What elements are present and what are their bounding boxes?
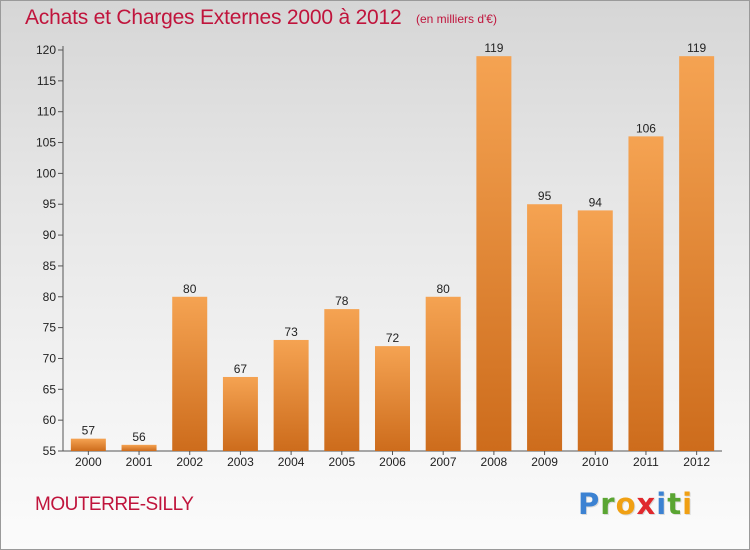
city-name: MOUTERRE-SILLY — [35, 494, 194, 515]
data-label: 80 — [183, 282, 197, 296]
data-label: 56 — [132, 430, 146, 444]
data-label: 72 — [386, 331, 400, 345]
x-tick-label: 2001 — [126, 455, 153, 469]
bar — [628, 136, 664, 451]
logo-letter: o — [615, 487, 637, 521]
data-label: 95 — [538, 189, 552, 203]
y-tick-label: 105 — [36, 136, 56, 150]
data-label: 78 — [335, 294, 349, 308]
logo-letter: i — [656, 487, 668, 521]
chart-unit: (en milliers d'€) — [416, 12, 497, 26]
x-tick-label: 2004 — [278, 455, 305, 469]
bar — [121, 444, 157, 451]
logo-letter: P — [578, 487, 601, 521]
data-label: 119 — [687, 41, 706, 55]
data-label: 119 — [484, 41, 503, 55]
data-label: 80 — [437, 282, 451, 296]
x-tick-label: 2002 — [176, 455, 203, 469]
logo-letter: x — [636, 487, 657, 521]
logo-letter: i — [682, 487, 694, 521]
bar — [527, 204, 563, 451]
y-tick-label: 95 — [43, 197, 57, 211]
bar — [324, 309, 360, 451]
bar — [172, 296, 208, 451]
data-labels: 57 56 80 67 73 78 72 80 119 95 94 106 119 — [82, 41, 707, 444]
x-tick-label: 2003 — [227, 455, 254, 469]
x-tick-label: 2005 — [328, 455, 355, 469]
data-label: 106 — [636, 121, 656, 135]
chart-title: Achats et Charges Externes 2000 à 2012 — [25, 6, 402, 29]
y-tick-label: 75 — [43, 321, 57, 335]
x-tick-label: 2009 — [531, 455, 558, 469]
y-tick-label: 100 — [36, 166, 56, 180]
data-label: 73 — [284, 325, 298, 339]
bar — [222, 376, 258, 451]
data-label: 94 — [589, 195, 603, 209]
logo-letter: r — [600, 487, 616, 521]
data-label: 67 — [234, 362, 248, 376]
x-tick-label: 2012 — [683, 455, 710, 469]
y-tick-label: 120 — [36, 43, 56, 57]
y-tick-label: 80 — [43, 290, 57, 304]
y-tick-label: 90 — [43, 228, 57, 242]
y-tick-label: 70 — [43, 351, 57, 365]
bar — [476, 56, 512, 452]
y-tick-label: 110 — [37, 105, 56, 119]
bar — [375, 346, 410, 451]
y-tick-label: 55 — [43, 444, 57, 458]
x-tick-label: 2010 — [582, 455, 609, 469]
x-tick-label: 2011 — [633, 455, 659, 469]
x-tick-label: 2006 — [379, 455, 406, 469]
x-tick-label: 2000 — [75, 455, 102, 469]
x-tick-label: 2007 — [430, 455, 457, 469]
y-tick-label: 85 — [43, 259, 57, 273]
bar — [273, 339, 309, 451]
bars — [70, 56, 715, 452]
x-tick-label: 2008 — [481, 455, 508, 469]
y-tick-label: 115 — [37, 74, 56, 88]
bar — [679, 56, 715, 452]
y-tick-label: 65 — [43, 382, 57, 396]
bar — [577, 210, 613, 451]
bar — [425, 296, 461, 451]
data-label: 57 — [82, 424, 96, 438]
bar — [70, 438, 106, 451]
logo-letter: t — [667, 487, 683, 521]
axes: 55 60 65 70 75 80 85 90 95 100 105 110 115 120 2000 200… — [36, 43, 722, 469]
y-tick-label: 60 — [43, 413, 57, 427]
proxiti-logo: Proxiti — [578, 487, 693, 521]
